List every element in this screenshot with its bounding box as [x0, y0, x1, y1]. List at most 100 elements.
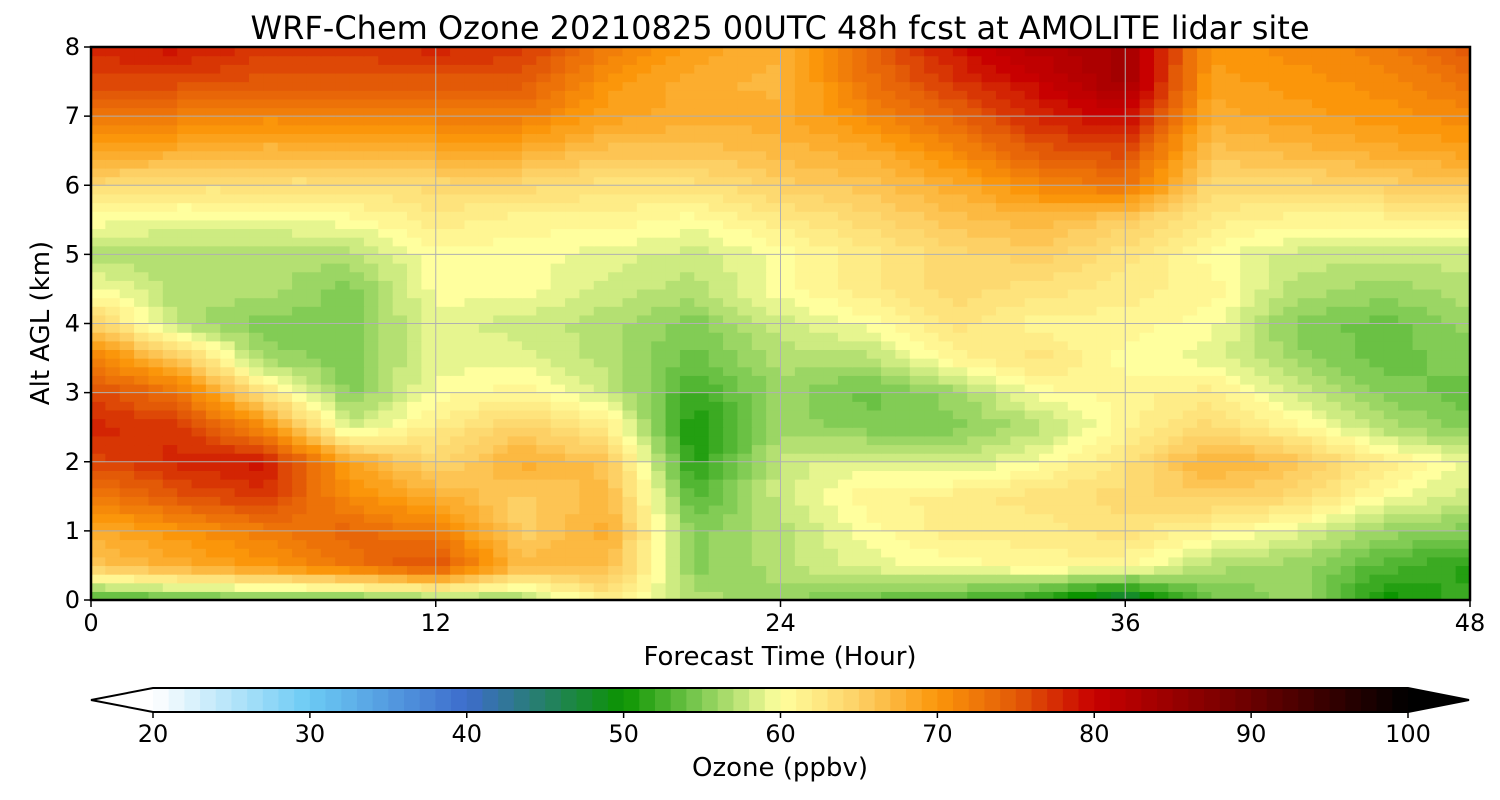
heatmap-cell	[1197, 574, 1213, 584]
heatmap-cell	[622, 306, 638, 316]
heatmap-cell	[1110, 202, 1126, 212]
heatmap-cell	[981, 375, 997, 385]
heatmap-cell	[1268, 228, 1284, 238]
heatmap-cell	[1398, 487, 1414, 497]
heatmap-cell	[1383, 427, 1399, 437]
heatmap-cell	[349, 504, 365, 515]
heatmap-cell	[1283, 358, 1299, 368]
heatmap-cell	[708, 202, 724, 212]
heatmap-cell	[1197, 202, 1213, 212]
heatmap-cell	[234, 167, 250, 178]
heatmap-cell	[1340, 383, 1356, 394]
heatmap-cell	[593, 470, 609, 480]
heatmap-cell	[1010, 513, 1026, 523]
heatmap-cell	[737, 254, 753, 264]
heatmap-cell	[1240, 470, 1256, 480]
heatmap-cell	[349, 366, 365, 376]
heatmap-cell	[809, 548, 825, 558]
heatmap-cell	[1067, 401, 1083, 411]
heatmap-cell	[134, 306, 150, 316]
heatmap-cell	[1297, 409, 1313, 420]
heatmap-cell	[392, 427, 408, 437]
heatmap-cell	[134, 237, 150, 247]
heatmap-cell	[292, 332, 308, 342]
heatmap-cell	[1082, 487, 1098, 497]
heatmap-cell	[651, 211, 667, 221]
heatmap-cell	[737, 427, 753, 437]
heatmap-cell	[177, 314, 193, 325]
heatmap-cell	[1455, 340, 1471, 351]
heatmap-cell	[1182, 314, 1198, 325]
heatmap-cell	[148, 401, 164, 411]
heatmap-cell	[579, 461, 595, 471]
heatmap-cell	[205, 427, 221, 437]
heatmap-cell	[349, 530, 365, 541]
heatmap-cell	[1283, 496, 1299, 506]
heatmap-cell	[1283, 427, 1299, 437]
heatmap-cell	[493, 314, 509, 325]
heatmap-cell	[464, 314, 480, 325]
heatmap-cell	[881, 409, 897, 420]
heatmap-cell	[507, 340, 523, 351]
heatmap-cell	[1240, 340, 1256, 351]
heatmap-cell	[651, 280, 667, 290]
heatmap-cell	[205, 314, 221, 325]
heatmap-cell	[694, 271, 710, 281]
heatmap-cell	[521, 219, 537, 230]
heatmap-cell	[679, 185, 695, 195]
heatmap-cell	[737, 539, 753, 549]
heatmap-cell	[392, 556, 408, 567]
heatmap-cell	[1225, 556, 1241, 567]
heatmap-cell	[105, 142, 121, 152]
heatmap-cell	[536, 444, 552, 454]
heatmap-cell	[134, 487, 150, 497]
heatmap-cell	[1110, 513, 1126, 523]
heatmap-cell	[981, 185, 997, 195]
heatmap-cell	[234, 219, 250, 230]
heatmap-cell	[1125, 193, 1141, 204]
heatmap-cell	[493, 582, 509, 592]
heatmap-cell	[780, 401, 796, 411]
heatmap-cell	[1153, 202, 1169, 212]
heatmap-cell	[550, 185, 566, 195]
heatmap-cell	[1182, 453, 1198, 463]
heatmap-cell	[809, 271, 825, 281]
heatmap-cell	[1211, 409, 1227, 420]
heatmap-cell	[493, 271, 509, 281]
heatmap-cell	[1153, 565, 1169, 575]
heatmap-cell	[1441, 159, 1457, 169]
heatmap-cell	[1110, 288, 1126, 299]
heatmap-cell	[565, 522, 580, 532]
heatmap-cell	[191, 185, 207, 195]
heatmap-cell	[1197, 496, 1213, 506]
heatmap-cell	[809, 444, 825, 454]
heatmap-cell	[1254, 288, 1270, 299]
heatmap-cell	[1426, 504, 1442, 515]
heatmap-cell	[766, 401, 782, 411]
heatmap-cell	[148, 539, 164, 549]
heatmap-cell	[450, 193, 466, 204]
heatmap-cell	[694, 453, 710, 463]
heatmap-cell	[679, 470, 695, 480]
heatmap-cell	[191, 383, 207, 394]
heatmap-cell	[205, 383, 221, 394]
heatmap-cell	[938, 409, 954, 420]
heatmap-cell	[91, 202, 106, 212]
heatmap-cell	[1153, 280, 1169, 290]
heatmap-cell	[1340, 418, 1356, 428]
heatmap-cell	[1197, 548, 1213, 558]
heatmap-cell	[349, 237, 365, 247]
heatmap-cell	[191, 245, 207, 255]
heatmap-cell	[622, 366, 638, 376]
heatmap-cell	[924, 504, 940, 515]
heatmap-cell	[823, 582, 839, 592]
heatmap-cell	[91, 280, 106, 290]
heatmap-cell	[550, 340, 566, 351]
heatmap-cell	[421, 288, 437, 299]
heatmap-cell	[191, 211, 207, 221]
heatmap-cell	[636, 383, 652, 394]
heatmap-cell	[493, 193, 509, 204]
heatmap-cell	[536, 176, 552, 186]
heatmap-cell	[723, 202, 738, 212]
heatmap-cell	[378, 254, 394, 264]
